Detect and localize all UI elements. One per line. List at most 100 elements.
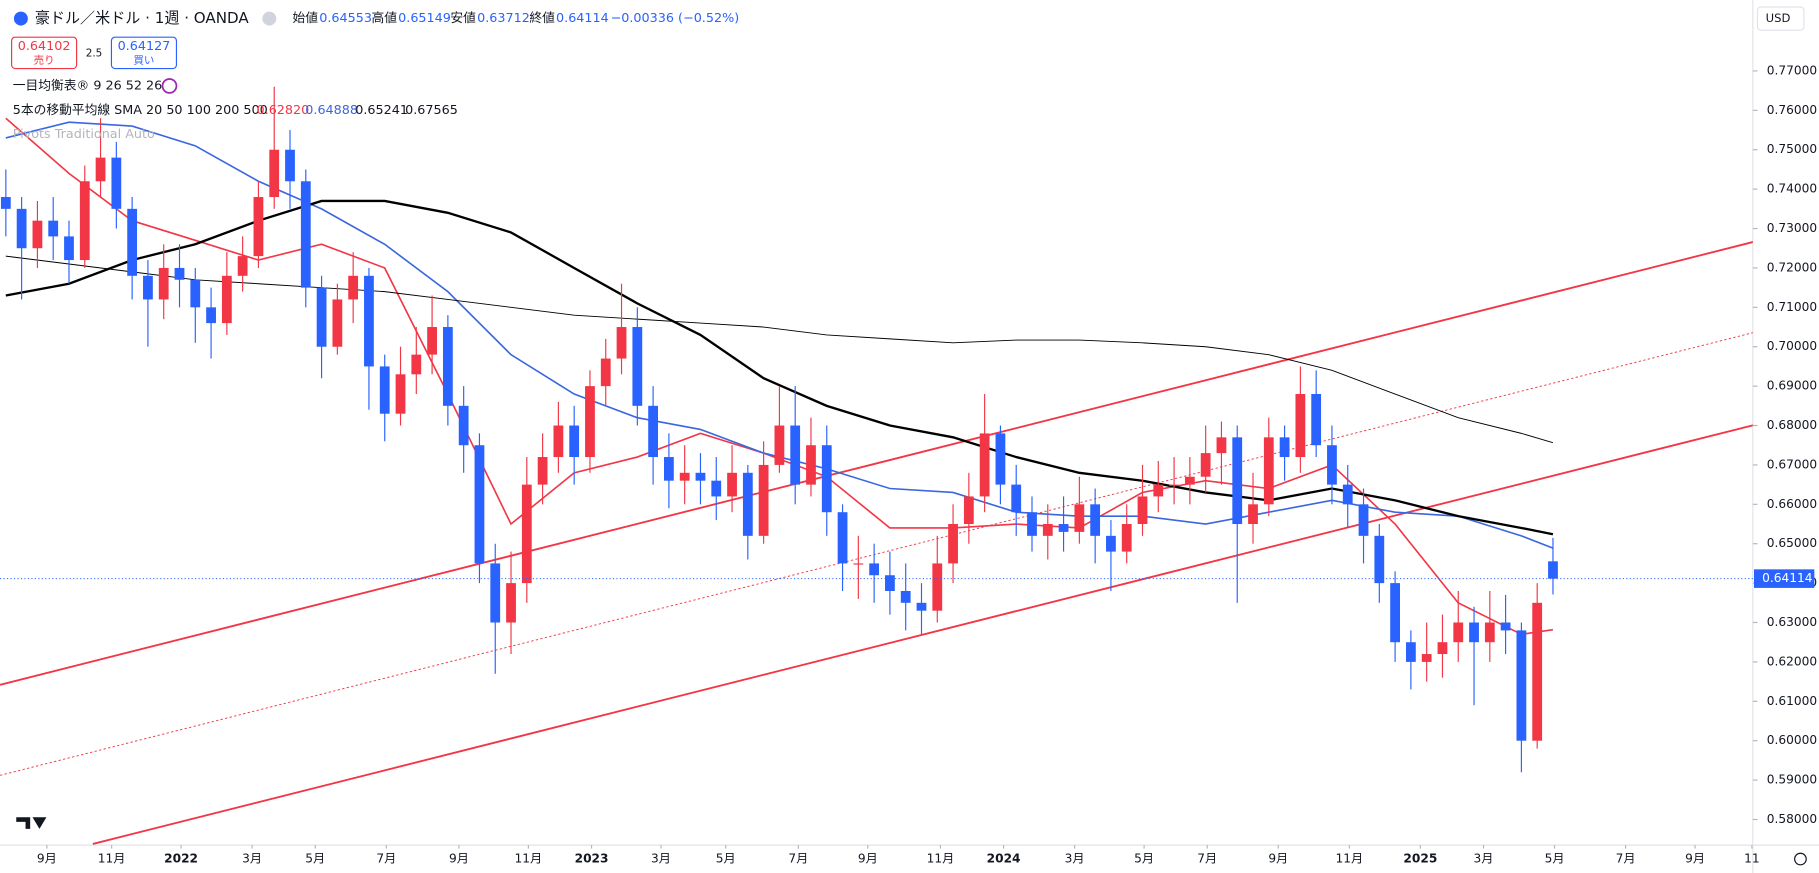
ichimoku-legend: 一目均衡表® 9 26 52 26 [13,78,163,93]
candle-body [837,512,848,564]
candle-body [742,472,753,536]
candle-body [664,457,674,481]
ma-value: 0.65241 [355,103,408,118]
y-tick-label: 0.69000 [1767,379,1817,393]
spread: 2.5 [86,47,103,59]
x-tick-label: 3月 [242,852,262,866]
logo [16,817,47,829]
candle-body [1169,484,1179,486]
settings-icon[interactable] [1794,852,1807,866]
plot [0,86,1753,845]
x-tick-label: 3月 [651,852,671,866]
x-tick-label: 5月 [1545,852,1565,866]
candle-body [206,307,216,324]
buy-label: 買い [134,54,155,66]
trendline [0,332,1753,776]
candle-body [111,157,122,209]
x-tick-label: 9月 [858,852,878,866]
candle-body [932,563,943,611]
candle-body [1200,453,1211,477]
candle-body [569,425,580,458]
candle-body [774,425,785,465]
candle-body [1374,535,1385,584]
candle-body [332,299,343,347]
x-tick-label: 11 [1744,852,1760,866]
candle-body [1184,476,1195,485]
y-tick-label: 0.72000 [1767,260,1817,274]
candle-body [1058,524,1069,532]
x-tick-label: 2022 [164,852,198,866]
candle-body [1516,630,1527,741]
candle-body [600,358,611,387]
candle-body [221,275,232,324]
buy-button[interactable] [110,36,178,70]
sell-label: 売り [34,53,55,66]
x-tick-label: 7月 [376,852,396,866]
trendline [92,424,1753,845]
x-tick-label: 3月 [1065,852,1085,866]
candle-body [411,354,422,375]
candle-body [490,563,501,623]
x-tick-label: 7月 [1197,852,1217,866]
y-tick-label: 0.73000 [1767,221,1817,235]
candle-body [1263,437,1274,505]
candle-body [521,484,532,584]
candle-body [237,256,248,276]
y-tick-label: 0.62000 [1767,654,1817,668]
candle-body [916,602,927,611]
candle-body [1216,437,1227,454]
sell-button[interactable] [11,36,78,70]
candle-body [285,149,295,182]
currency: USD [1766,11,1791,25]
candle-body [648,405,659,458]
candle-body [253,197,264,257]
ohlc-value: 0.65149 [398,11,451,26]
x-tick-label: 5月 [1134,852,1154,866]
x-tick-label: 9月 [1685,852,1705,866]
candle-body [821,445,832,513]
ma-value: 0.64888 [305,103,358,118]
candle-body [1279,437,1290,458]
y-tick-label: 0.77000 [1767,63,1817,77]
candle-body [1027,512,1037,536]
candle-body [364,275,374,367]
candle-body [537,457,548,485]
candle-body [679,472,690,481]
candle-body [32,220,43,249]
candle-body [1437,642,1448,655]
candle-body [442,327,453,406]
candle-body [1532,602,1543,741]
y-tick-label: 0.60000 [1767,733,1817,747]
candle-body [316,287,327,347]
candle-body [711,480,722,497]
x-tick-label: 2023 [575,852,609,866]
y-tick-label: 0.58000 [1767,812,1817,826]
last-price-label: 0.64114 [1762,571,1813,585]
y-tick-label: 0.70000 [1767,339,1817,353]
y-tick-label: 0.59000 [1767,773,1817,787]
candle-body [1311,394,1322,446]
refresh-icon[interactable] [161,78,178,94]
candle-body [16,208,27,249]
x-tick-label: 9月 [1268,852,1288,866]
ohlc-label: 安値 [450,10,476,26]
candle-body [127,208,138,276]
moving-average [5,255,1554,444]
candle-body [1232,437,1243,525]
collapse-button[interactable] [262,11,277,26]
candle-body [727,472,737,497]
candle-body [632,327,643,406]
currency-button[interactable] [1756,6,1805,31]
candle-body [0,197,11,209]
candle-body [1548,561,1558,579]
candle-body [1137,496,1148,525]
x-tick-label: 11月 [927,852,955,866]
candle-body [758,464,769,536]
trendline [0,241,1753,686]
candle-body [1500,622,1511,631]
ohlc-value: 0.63712 [477,11,530,26]
y-tick-label: 0.61000 [1767,694,1817,708]
candle-body [1121,524,1132,552]
ohlc-value: 0.64114 [556,11,609,26]
candle-body [869,563,880,576]
